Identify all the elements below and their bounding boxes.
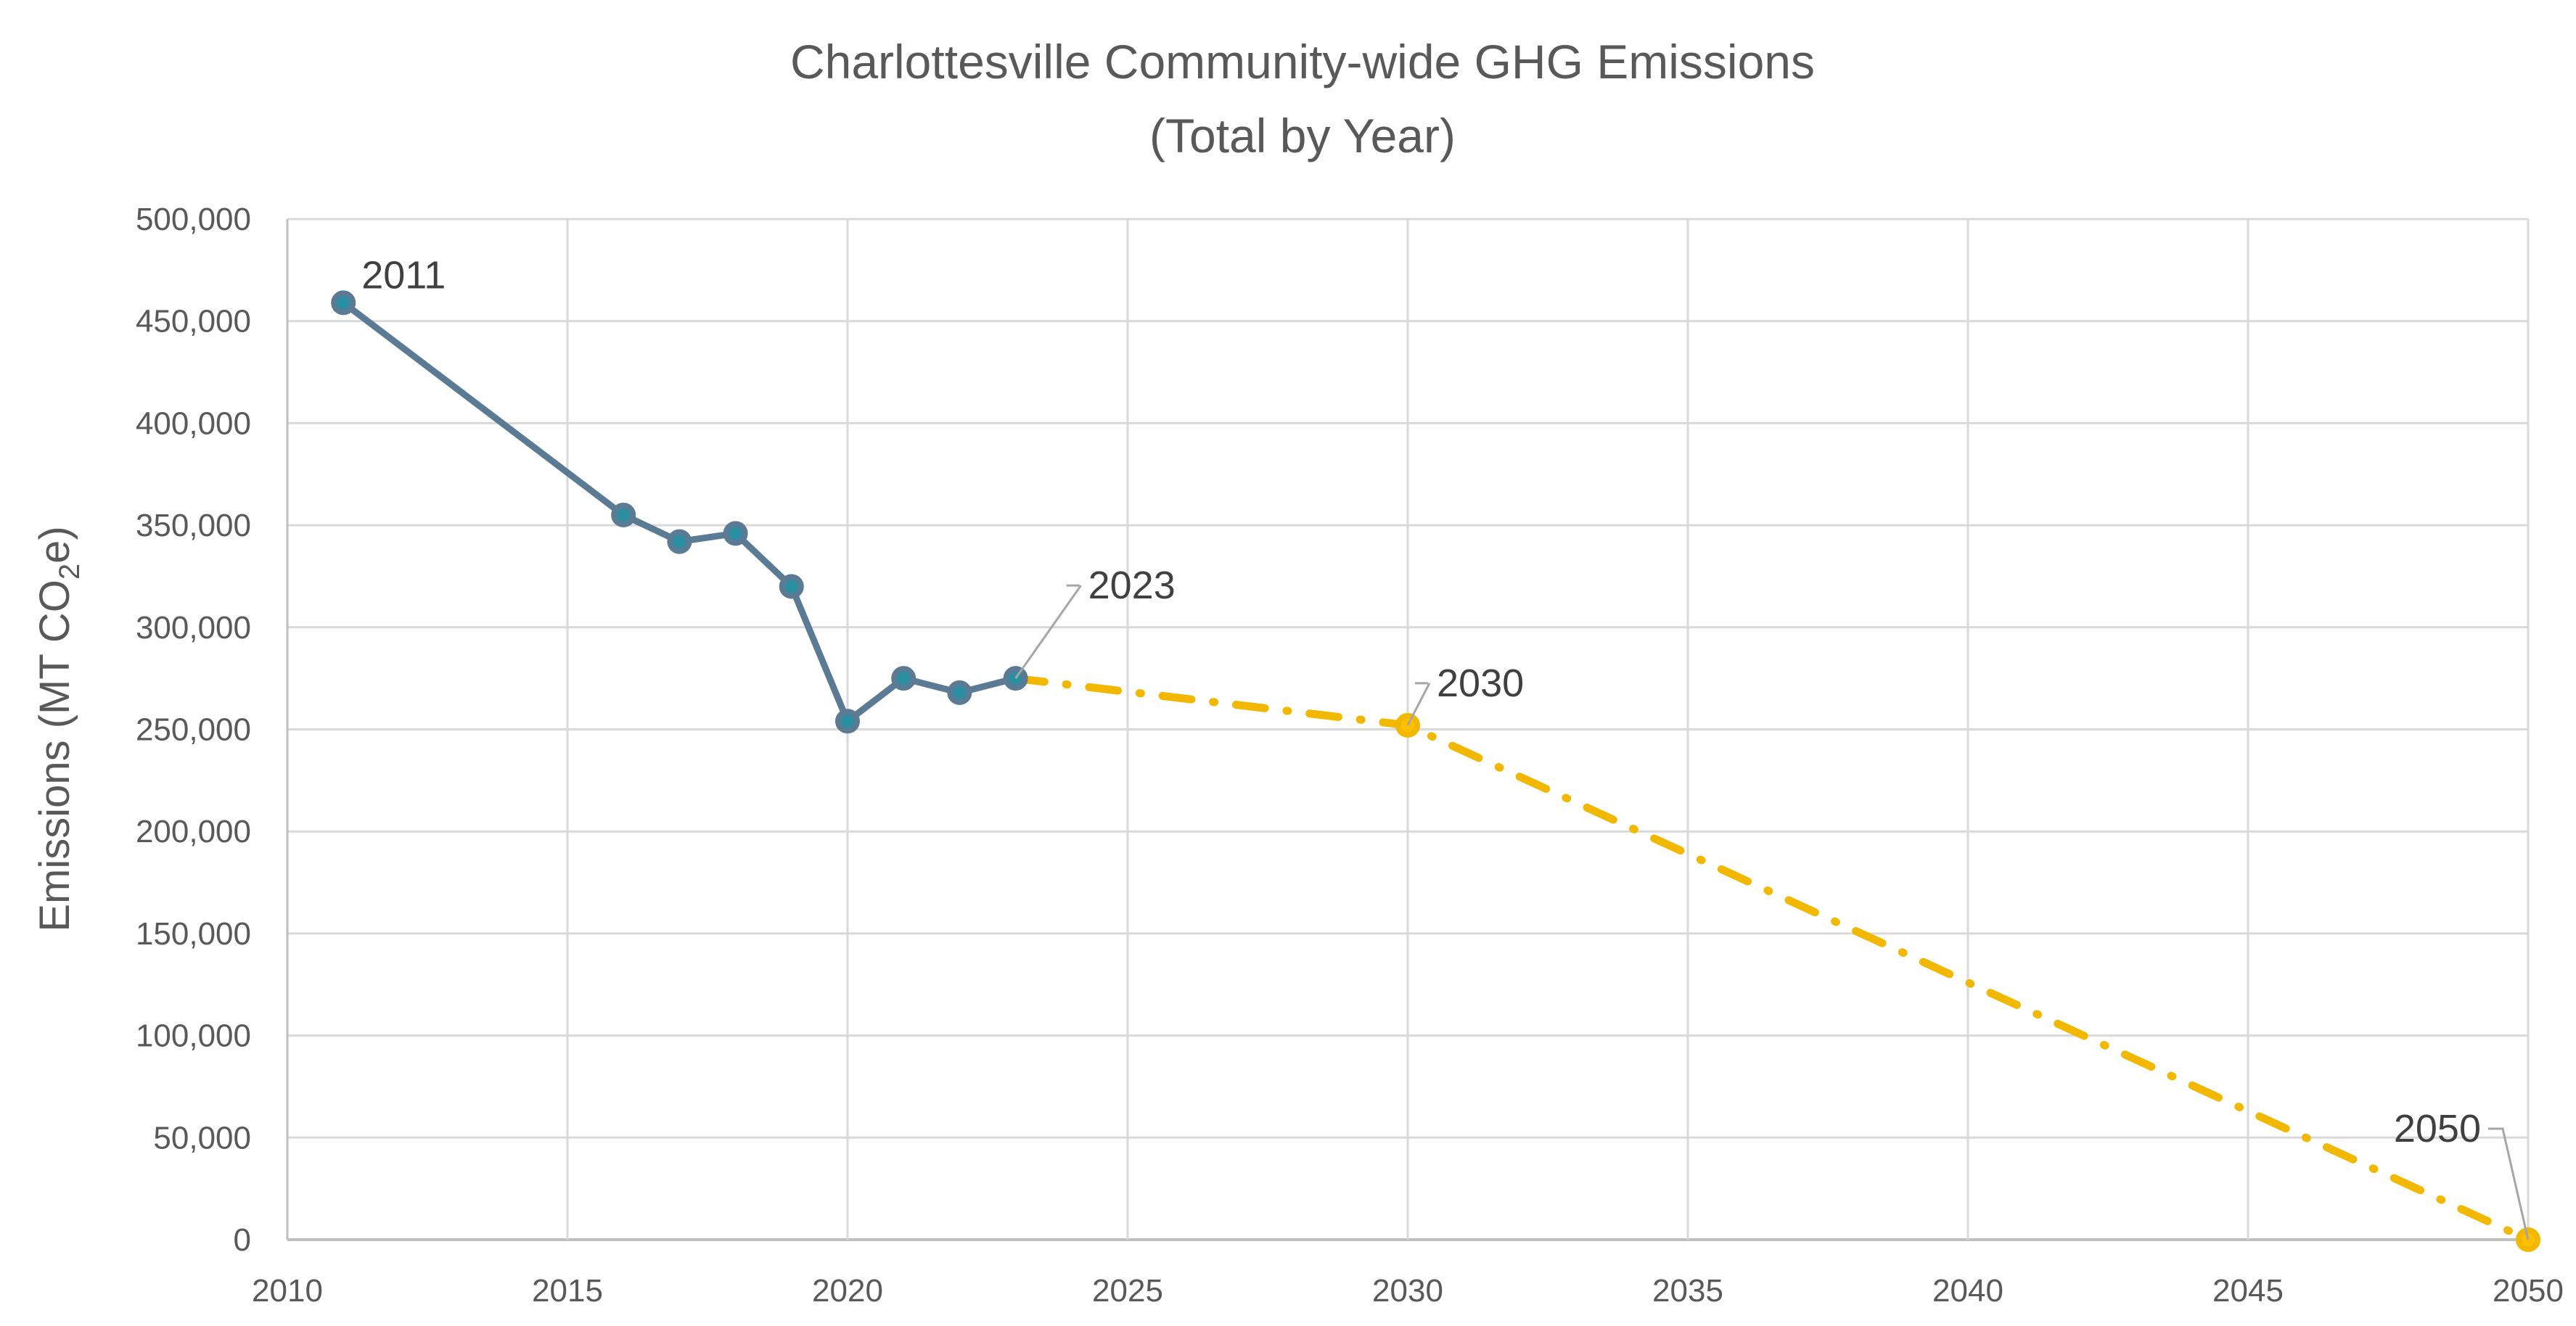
y-axis-label: Emissions (MT CO2e) — [31, 526, 86, 931]
y-tick-label: 450,000 — [136, 304, 251, 339]
y-axis-ticks: 0 50,000 100,000 150,000 200,000 250,000 300,0… — [136, 202, 251, 1258]
y-tick-label: 300,000 — [136, 610, 251, 646]
historical-data-point — [947, 680, 972, 705]
y-tick-label: 500,000 — [136, 202, 251, 237]
data-label: 2011 — [361, 253, 446, 297]
leader-line — [1014, 585, 1082, 680]
y-tick-label: 50,000 — [153, 1120, 251, 1156]
x-tick-label: 2040 — [1932, 1273, 2003, 1309]
x-tick-label: 2025 — [1092, 1273, 1163, 1309]
historical-data-point — [891, 666, 916, 691]
y-tick-label: 150,000 — [136, 916, 251, 952]
historical-data-point — [331, 290, 356, 316]
data-label: 2030 — [1437, 662, 1524, 705]
x-axis-ticks: 2010 2015 2020 2025 2030 2035 2040 2045 2050 — [252, 1273, 2564, 1309]
x-tick-label: 2050 — [2493, 1273, 2564, 1309]
y-tick-label: 100,000 — [136, 1018, 251, 1054]
y-tick-label: 200,000 — [136, 814, 251, 849]
chart-title: Charlottesville Community-wide GHG Emiss… — [790, 35, 1815, 88]
y-tick-label: 350,000 — [136, 508, 251, 543]
historical-data-point — [835, 709, 860, 734]
historical-data-point — [667, 529, 692, 554]
projected-emissions-line — [1012, 674, 2532, 1244]
x-tick-label: 2010 — [252, 1273, 323, 1309]
y-tick-label: 400,000 — [136, 405, 251, 441]
x-tick-label: 2045 — [2212, 1273, 2284, 1309]
x-tick-label: 2035 — [1652, 1273, 1723, 1309]
chart-subtitle: (Total by Year) — [1149, 109, 1456, 162]
historical-emissions-line — [340, 299, 1020, 725]
y-tick-label: 250,000 — [136, 712, 251, 748]
annotations-layer: 2011 2023 2030 2050 — [361, 253, 2530, 1240]
x-tick-label: 2020 — [812, 1273, 883, 1309]
data-label: 2050 — [2394, 1107, 2481, 1150]
y-tick-label: 0 — [234, 1222, 251, 1258]
series-layer — [331, 290, 2540, 1252]
historical-data-point — [723, 521, 748, 546]
historical-data-point — [779, 574, 804, 599]
data-label: 2023 — [1088, 564, 1176, 607]
leader-line — [2488, 1127, 2530, 1240]
historical-data-point — [611, 503, 636, 528]
x-tick-label: 2030 — [1372, 1273, 1443, 1309]
leader-line — [1406, 683, 1431, 726]
x-tick-label: 2015 — [532, 1273, 603, 1309]
